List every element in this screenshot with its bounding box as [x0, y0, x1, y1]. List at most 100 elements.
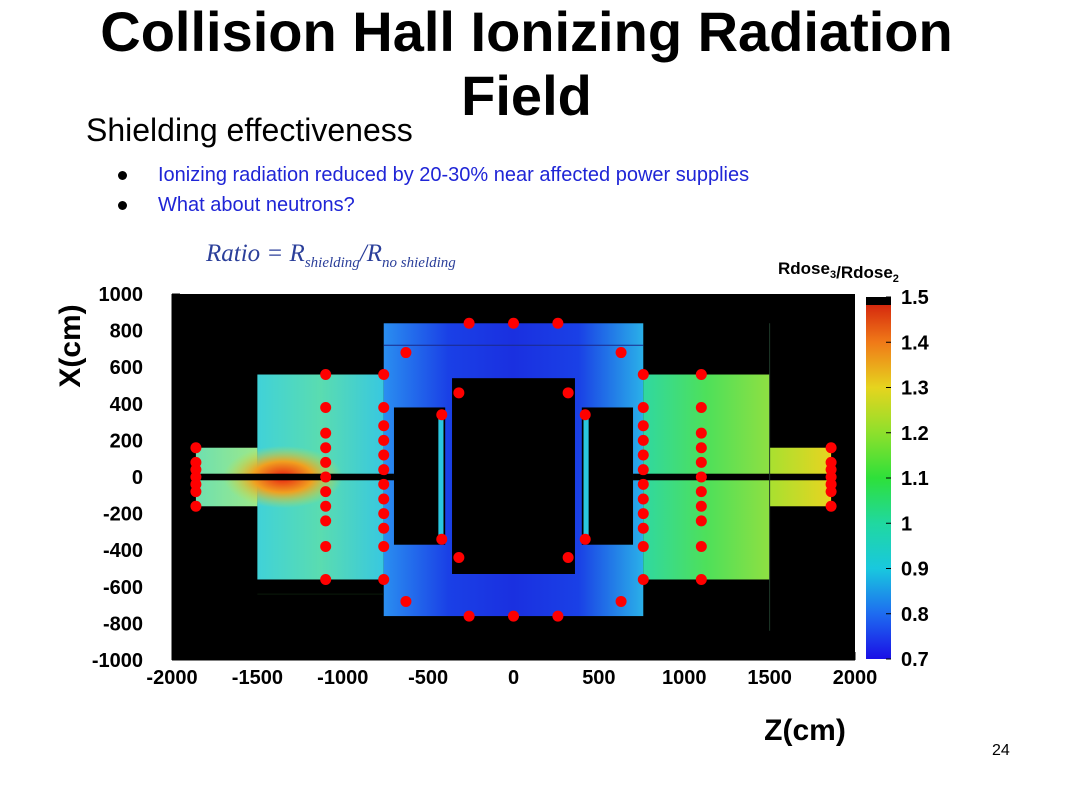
x-tick-label: 1000 — [662, 667, 707, 689]
sub-bullet-text: Ionizing radiation reduced by 20-30% nea… — [158, 164, 750, 186]
measurement-point — [190, 486, 202, 498]
measurement-point — [320, 442, 332, 454]
y-axis-title: X(cm) — [54, 304, 87, 387]
measurement-point — [637, 541, 649, 553]
slide-title-line-2: Field — [461, 64, 592, 127]
colorbar-title-subscript: 2 — [893, 273, 899, 285]
measurement-point — [695, 442, 707, 454]
void-center — [452, 378, 575, 574]
x-tick-label: 0 — [508, 667, 519, 689]
colorbar-tick-label: 0.7 — [901, 649, 929, 671]
beam-pipe-right — [633, 473, 832, 481]
measurement-point — [320, 573, 332, 585]
void-left — [393, 407, 446, 545]
measurement-point — [378, 464, 390, 476]
measurement-point — [695, 471, 707, 483]
beam-pipe-left — [195, 473, 394, 481]
measurement-point — [637, 522, 649, 534]
measurement-point — [637, 493, 649, 505]
measurement-point — [579, 533, 591, 545]
measurement-point — [615, 595, 627, 607]
measurement-point — [825, 442, 837, 454]
colorbar-tick-label: 1.1 — [901, 468, 929, 490]
colorbar: 1.5 1.4 1.3 1.2 1.1 1 0.9 0.8 0.7 Rdose3/Rdose2 — [778, 259, 930, 671]
colorbar-title-subscript: 3 — [830, 269, 836, 281]
measurement-point — [378, 434, 390, 446]
measurement-point — [615, 347, 627, 359]
sub-bullet-item: Ionizing radiation reduced by 20-30% nea… — [118, 160, 749, 190]
x-tick-label: -2000 — [146, 667, 197, 689]
measurement-point — [400, 347, 412, 359]
measurement-point — [463, 610, 475, 622]
measurement-point — [695, 486, 707, 498]
y-tick-label: -400 — [103, 540, 143, 562]
colorbar-title: Rdose3/Rdose2 — [778, 259, 899, 285]
measurement-point — [190, 442, 202, 454]
measurement-point — [637, 478, 649, 490]
measurement-point — [579, 409, 591, 421]
y-tick-label: 0 — [132, 467, 143, 489]
measurement-point — [378, 401, 390, 413]
measurement-point — [320, 515, 332, 527]
measurement-point — [637, 434, 649, 446]
measurement-point — [378, 541, 390, 553]
sub-bullet-text: What about neutrons? — [158, 194, 355, 216]
measurement-point — [562, 387, 574, 399]
measurement-point — [320, 456, 332, 468]
void-edge-left — [438, 418, 444, 536]
y-tick-label: 400 — [110, 394, 143, 416]
measurement-point — [320, 471, 332, 483]
measurement-point — [695, 401, 707, 413]
measurement-point — [378, 449, 390, 461]
measurement-point — [378, 478, 390, 490]
measurement-point — [508, 610, 519, 622]
y-tick-label: 1000 — [99, 284, 144, 306]
measurement-point — [695, 427, 707, 439]
sub-bullet-list: Ionizing radiation reduced by 20-30% nea… — [118, 160, 749, 220]
y-tick-label: 200 — [110, 430, 143, 452]
measurement-point — [190, 500, 202, 512]
measurement-point — [825, 500, 837, 512]
measurement-points — [190, 317, 837, 622]
slide-title-line-1: Collision Hall Ionizing Radiation — [100, 0, 953, 63]
measurement-point — [463, 317, 475, 329]
measurement-point — [378, 573, 390, 585]
y-tick-label: -200 — [103, 504, 143, 526]
bullet-dot-icon — [118, 171, 127, 180]
measurement-point — [453, 387, 465, 399]
measurement-point — [378, 369, 390, 381]
measurement-point — [695, 369, 707, 381]
axes: -2000 -1500 -1000 -500 0 500 1000 1500 200010008… — [54, 284, 877, 747]
colorbar-tick-label: 1.3 — [901, 378, 929, 400]
measurement-point — [320, 486, 332, 498]
measurement-point — [695, 541, 707, 553]
measurement-point — [825, 486, 837, 498]
measurement-point — [320, 541, 332, 553]
y-tick-label: 800 — [110, 321, 143, 343]
page-number: 24 — [992, 742, 1010, 759]
y-tick-label: 600 — [110, 357, 143, 379]
colorbar-tick-label: 1 — [901, 513, 912, 535]
measurement-point — [695, 515, 707, 527]
x-tick-label: -1000 — [317, 667, 368, 689]
sub-bullet-item: What about neutrons? — [118, 190, 749, 220]
colorbar-title-part: Rdose — [778, 259, 830, 278]
x-axis-title: Z(cm) — [764, 714, 846, 747]
measurement-point — [637, 420, 649, 432]
measurement-point — [320, 401, 332, 413]
measurement-point — [436, 409, 448, 421]
colorbar-tick-label: 1.4 — [901, 332, 930, 354]
measurement-point — [695, 500, 707, 512]
y-tick-label: -800 — [103, 613, 143, 635]
bullet-heading: Shielding effectiveness — [86, 112, 413, 148]
measurement-point — [320, 369, 332, 381]
colorbar-tick-label: 1.2 — [901, 423, 929, 445]
measurement-point — [562, 552, 574, 564]
x-tick-label: 2000 — [833, 667, 878, 689]
ratio-formula: Ratio = Rshielding/Rno shielding — [206, 240, 456, 272]
measurement-point — [453, 552, 465, 564]
colorbar-tick-label: 0.8 — [901, 604, 929, 626]
x-tick-label: 1500 — [747, 667, 792, 689]
formula-slash: /R — [359, 240, 383, 267]
